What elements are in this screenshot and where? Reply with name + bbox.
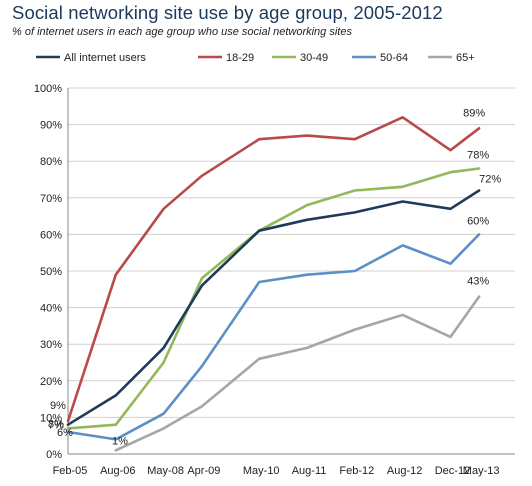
x-tick-label: Dec-12 [435, 465, 470, 477]
start-data-label: 1% [112, 435, 128, 447]
data-labels: 8% 9% 7%6% 1% 72% 89% 78% 60% 43% [48, 107, 501, 447]
x-tick-label: Feb-05 [53, 465, 88, 477]
end-data-label: 89% [463, 107, 485, 119]
legend-label: 65+ [456, 52, 475, 64]
legend-label: 50-64 [380, 52, 408, 64]
y-tick-label: 20% [40, 376, 62, 388]
y-tick-label: 60% [40, 229, 62, 241]
end-data-label: 72% [479, 173, 501, 185]
y-tick-label: 70% [40, 193, 62, 205]
y-tick-label: 90% [40, 120, 62, 132]
start-data-label: 6% [57, 427, 73, 439]
series-lines [66, 116, 481, 452]
chart-title: Social networking site use by age group,… [12, 2, 443, 23]
x-tick-label: Apr-09 [187, 465, 220, 477]
y-tick-label: 10% [40, 412, 62, 424]
end-data-label: 78% [467, 150, 489, 162]
x-tick-label: May-08 [147, 465, 184, 477]
y-tick-label: 30% [40, 339, 62, 351]
legend-label: All internet users [64, 52, 146, 64]
legend-label: 30-49 [300, 52, 328, 64]
x-tick-label: Aug-06 [100, 465, 135, 477]
x-tick-label: May-10 [243, 465, 280, 477]
series-line-18-29 [66, 116, 481, 423]
series-line-30-49 [66, 167, 481, 430]
x-tick-label: Aug-11 [292, 465, 327, 477]
series-line-65- [114, 295, 481, 452]
x-tick-label: Aug-12 [387, 465, 422, 477]
series-line-50-64 [66, 233, 481, 441]
start-data-label: 7% [48, 419, 64, 431]
chart-subtitle: % of internet users in each age group wh… [12, 26, 352, 38]
series-line-all-internet-users [66, 189, 481, 427]
start-data-label: 9% [50, 400, 66, 412]
y-tick-label: 40% [40, 303, 62, 315]
y-tick-label: 80% [40, 156, 62, 168]
legend: All internet users 18-29 30-49 50-64 65+ [36, 52, 475, 64]
x-tick-label: May-13 [463, 465, 500, 477]
gridlines [68, 87, 515, 418]
x-tick-label: Feb-12 [339, 465, 374, 477]
y-tick-label: 100% [34, 83, 62, 95]
legend-label: 18-29 [226, 52, 254, 64]
axes: 0% 10% 20% 30% 40% 50% 60% 70% 80% 90% 100% Feb-05 A… [34, 83, 515, 477]
end-data-label: 60% [467, 215, 489, 227]
start-data-label: 8% [48, 419, 64, 431]
end-data-label: 43% [467, 276, 489, 288]
y-tick-label: 50% [40, 266, 62, 278]
y-tick-label: 0% [46, 449, 62, 461]
